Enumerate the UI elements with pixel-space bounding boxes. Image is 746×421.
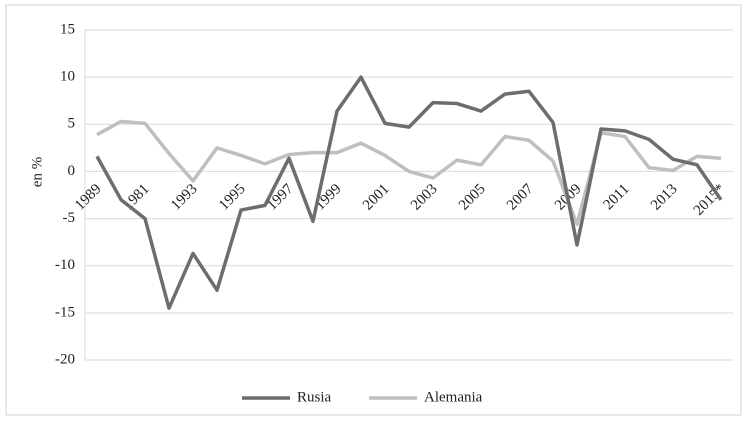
x-tick-label: 2003 [408,181,441,214]
line-series [95,75,723,310]
x-tick-label: 1989 [72,181,105,214]
x-tick-label: 2011 [600,181,632,213]
x-tick-label: 2001 [360,181,393,214]
y-tick-label: 5 [68,116,76,132]
x-tick-label: 2005 [456,181,489,214]
line-series [96,119,722,226]
y-axis-label: en % [29,157,45,187]
x-tick-label: 2015* [691,181,729,219]
x-tick-label: 1993 [168,181,201,214]
y-tick-label: -10 [55,257,75,273]
chart-border [5,4,742,416]
y-tick-label: 10 [60,69,75,85]
legend-label: Alemania [424,389,483,405]
x-tick-label: 1981 [120,181,153,214]
y-tick-label: -15 [55,304,75,320]
legend-label: Rusia [297,389,332,405]
y-tick-label: 0 [68,163,76,179]
x-tick-label: 2013 [648,181,681,214]
x-tick-label: 2007 [504,181,537,214]
y-tick-label: -20 [55,351,75,367]
y-tick-label: 15 [60,21,75,37]
y-tick-label: -5 [63,210,76,226]
